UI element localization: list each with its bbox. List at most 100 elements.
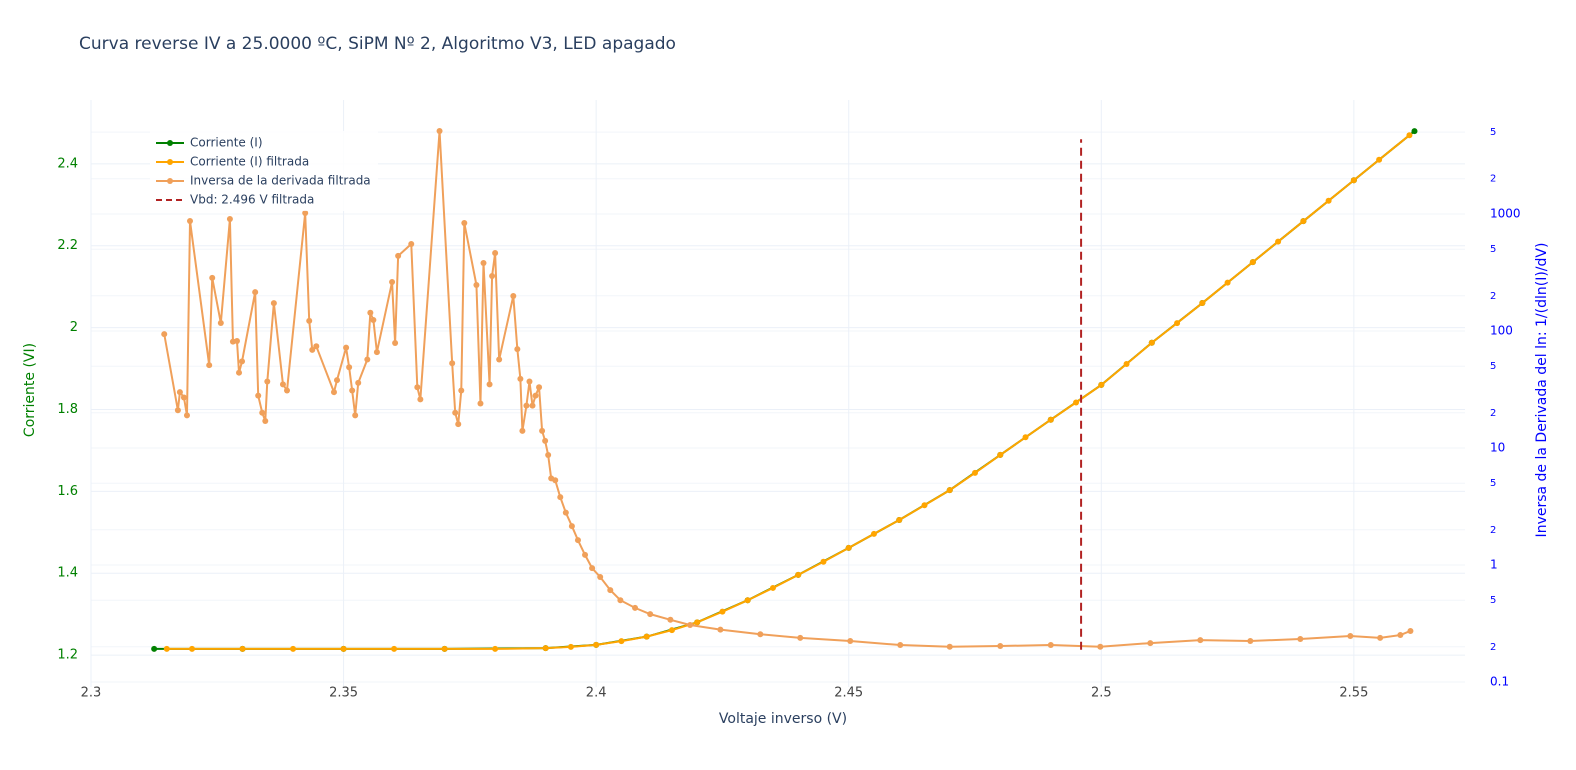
data-point — [492, 249, 499, 256]
data-point — [496, 356, 503, 363]
data-point — [845, 544, 852, 551]
data-point — [519, 427, 526, 434]
data-point — [717, 626, 724, 633]
data-point — [486, 381, 493, 388]
data-point — [972, 469, 979, 476]
data-point — [997, 451, 1004, 458]
data-point — [452, 409, 459, 416]
data-point — [367, 309, 374, 316]
x-tick-label: 2.55 — [1339, 686, 1368, 701]
data-point — [330, 389, 337, 396]
data-point — [769, 584, 776, 591]
y2-tick-label: 100 — [1490, 323, 1513, 337]
data-point — [694, 619, 701, 626]
data-point — [183, 412, 190, 419]
y-tick-label: 1.4 — [57, 566, 78, 581]
data-point — [574, 537, 581, 544]
data-point — [510, 293, 517, 300]
data-point — [719, 608, 726, 615]
data-point — [313, 343, 320, 350]
data-point — [477, 400, 484, 407]
y2-tick-label: 1 — [1490, 557, 1498, 571]
data-point — [262, 418, 269, 425]
data-point — [1147, 640, 1154, 647]
series-line — [163, 130, 1411, 648]
legend: Corriente (I) Corriente (I) filtrada Inver… — [150, 131, 378, 211]
data-point — [209, 274, 216, 281]
x-tick-label: 2.4 — [586, 686, 607, 701]
data-point — [174, 407, 181, 414]
data-point — [897, 642, 904, 649]
data-point — [492, 645, 499, 652]
data-point — [340, 645, 347, 652]
grid — [90, 100, 1465, 687]
data-point — [417, 396, 424, 403]
data-point — [997, 643, 1004, 650]
data-point — [568, 523, 575, 530]
y-tick-label: 2.2 — [57, 238, 78, 253]
y2-tick-label: 5 — [1490, 361, 1496, 372]
data-point — [1397, 632, 1404, 639]
data-point — [187, 217, 194, 224]
data-point — [582, 551, 589, 558]
x-tick-label: 2.45 — [834, 686, 863, 701]
data-point — [1249, 259, 1256, 266]
legend-label: Inversa de la derivada filtrada — [190, 174, 371, 188]
data-point — [545, 452, 552, 459]
data-point — [1097, 643, 1104, 650]
data-point — [847, 638, 854, 645]
x-tick-label: 2.3 — [81, 686, 102, 701]
legend-label: Vbd: 2.496 V filtrada — [190, 193, 314, 207]
data-point — [189, 645, 196, 652]
y-tick-label: 1.2 — [57, 648, 78, 663]
data-point — [618, 638, 625, 645]
data-point — [539, 427, 546, 434]
legend-marker — [167, 159, 173, 165]
data-point — [1247, 638, 1254, 645]
data-point — [473, 282, 480, 289]
legend-marker — [167, 178, 173, 184]
data-point — [1148, 339, 1155, 346]
y2-tick-label: 2 — [1490, 525, 1496, 536]
x-tick-label: 2.35 — [329, 686, 358, 701]
data-point — [480, 260, 487, 267]
data-point — [589, 565, 596, 572]
data-point — [302, 209, 309, 216]
data-point — [370, 317, 377, 324]
data-point — [355, 379, 362, 386]
data-point — [1022, 434, 1029, 441]
data-point — [180, 394, 187, 401]
data-point — [436, 128, 443, 135]
data-point — [1275, 238, 1282, 245]
data-point — [1325, 197, 1332, 204]
y2-tick-label: 5 — [1490, 127, 1496, 138]
data-point — [1098, 381, 1105, 388]
data-point — [536, 384, 543, 391]
data-point — [255, 392, 262, 399]
data-point — [795, 571, 802, 578]
y2-tick-label: 2 — [1490, 291, 1496, 302]
data-point — [343, 344, 350, 351]
data-point — [283, 387, 290, 394]
y-tick-label: 2.4 — [57, 156, 78, 171]
data-point — [562, 509, 569, 516]
legend-box — [150, 131, 378, 211]
y2-tick-label: 5 — [1490, 244, 1496, 255]
series — [161, 128, 1414, 650]
data-point — [523, 402, 530, 409]
data-point — [1376, 156, 1383, 163]
data-point — [290, 645, 297, 652]
data-point — [1297, 636, 1304, 643]
data-point — [1047, 642, 1054, 649]
data-point — [334, 377, 341, 384]
chart-title: Curva reverse IV a 25.0000 ºC, SiPM Nº 2… — [79, 34, 676, 54]
data-point — [489, 273, 496, 280]
data-point — [1377, 634, 1384, 641]
data-point — [1197, 637, 1204, 644]
data-point — [514, 346, 521, 353]
data-point — [346, 364, 353, 371]
data-point — [526, 378, 533, 385]
data-point — [1073, 399, 1080, 406]
data-point — [151, 645, 158, 652]
